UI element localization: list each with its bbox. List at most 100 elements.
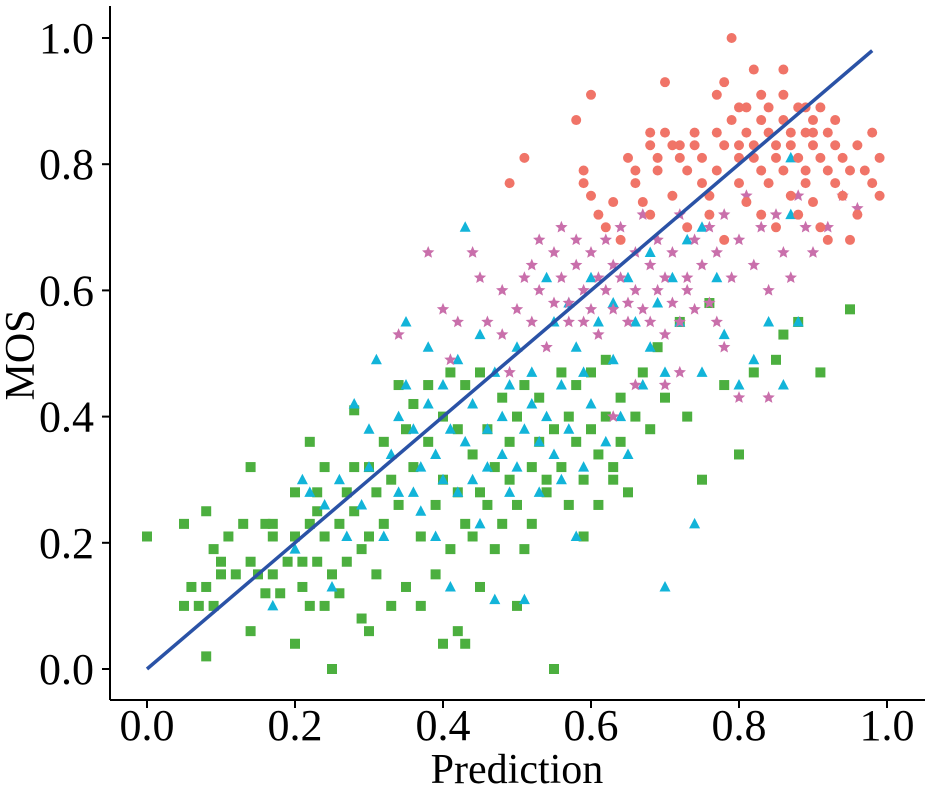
y-tick-label: 0.4 xyxy=(39,393,94,442)
point-square xyxy=(260,518,271,529)
point-circle xyxy=(785,140,796,151)
point-triangle xyxy=(555,379,567,390)
point-star xyxy=(562,315,575,328)
point-triangle xyxy=(592,315,604,327)
point-square xyxy=(423,436,434,447)
point-star xyxy=(503,365,516,378)
point-triangle xyxy=(570,341,582,352)
point-square xyxy=(482,499,493,510)
point-square xyxy=(438,638,448,649)
point-star xyxy=(681,283,694,296)
point-triangle xyxy=(622,448,634,459)
point-square xyxy=(526,518,537,529)
point-square xyxy=(290,638,300,649)
point-square xyxy=(386,600,397,611)
point-star xyxy=(599,283,612,296)
point-square xyxy=(349,506,360,517)
series-cyan-triangles xyxy=(267,151,804,611)
point-star xyxy=(540,340,553,353)
point-circle xyxy=(741,127,752,138)
point-star xyxy=(614,220,627,233)
point-star xyxy=(732,391,746,403)
point-square xyxy=(327,664,337,674)
point-square xyxy=(312,506,323,517)
point-circle xyxy=(763,102,774,113)
point-triangle xyxy=(422,397,434,409)
point-square xyxy=(460,518,471,529)
point-star xyxy=(599,233,612,246)
point-star xyxy=(703,296,716,309)
point-square xyxy=(512,499,522,510)
point-square xyxy=(415,600,426,611)
point-circle xyxy=(808,140,818,151)
point-circle xyxy=(630,165,641,176)
point-circle xyxy=(682,222,693,233)
point-triangle xyxy=(348,397,360,409)
point-square xyxy=(304,600,315,611)
point-star xyxy=(525,258,538,271)
point-square xyxy=(778,329,789,340)
y-axis-title: MOS xyxy=(0,309,44,400)
point-circle xyxy=(822,165,833,176)
point-square xyxy=(371,569,382,580)
point-triangle xyxy=(533,435,545,447)
point-circle xyxy=(808,115,818,126)
point-square xyxy=(489,462,500,473)
point-star xyxy=(718,340,731,353)
point-triangle xyxy=(459,221,471,232)
point-star xyxy=(621,315,635,328)
point-circle xyxy=(682,165,693,176)
point-triangle xyxy=(644,341,656,352)
point-star xyxy=(695,258,709,271)
point-star xyxy=(584,246,598,258)
point-triangle xyxy=(637,379,649,390)
point-triangle xyxy=(400,315,412,327)
point-circle xyxy=(756,89,767,100)
x-tick-label: 0.6 xyxy=(564,701,619,750)
point-circle xyxy=(697,178,707,189)
point-triangle xyxy=(570,530,582,541)
point-square xyxy=(475,367,485,378)
point-square xyxy=(452,626,463,637)
point-triangle xyxy=(356,498,368,510)
point-square xyxy=(615,392,626,403)
point-circle xyxy=(763,178,774,189)
point-circle xyxy=(837,190,848,201)
point-star xyxy=(688,302,701,315)
point-circle xyxy=(674,140,685,151)
point-triangle xyxy=(393,410,405,422)
point-circle xyxy=(771,222,781,233)
point-star xyxy=(525,315,538,328)
point-star xyxy=(718,208,731,220)
point-square xyxy=(319,462,330,473)
point-square xyxy=(556,367,567,378)
point-circle xyxy=(645,127,656,138)
point-square xyxy=(630,411,641,422)
point-triangle xyxy=(518,593,530,605)
point-square xyxy=(208,600,219,611)
point-star xyxy=(473,271,487,284)
point-triangle xyxy=(555,473,567,485)
point-circle xyxy=(822,234,833,245)
point-triangle xyxy=(518,423,530,434)
point-square xyxy=(142,531,152,542)
x-tick-label: 1.0 xyxy=(860,701,915,750)
point-star xyxy=(666,246,679,258)
point-square xyxy=(267,518,278,529)
point-square xyxy=(593,499,604,510)
point-circle xyxy=(667,190,678,201)
point-triangle xyxy=(607,353,619,365)
point-circle xyxy=(741,102,752,113)
point-circle xyxy=(837,152,848,163)
point-star xyxy=(570,258,583,271)
point-star xyxy=(584,302,598,315)
point-star xyxy=(851,201,864,214)
point-circle xyxy=(637,197,648,208)
point-square xyxy=(341,487,352,498)
point-triangle xyxy=(689,517,701,529)
point-square xyxy=(541,487,552,498)
point-triangle xyxy=(652,297,664,308)
point-circle xyxy=(600,222,611,233)
point-circle xyxy=(726,33,737,43)
point-star xyxy=(673,365,686,378)
